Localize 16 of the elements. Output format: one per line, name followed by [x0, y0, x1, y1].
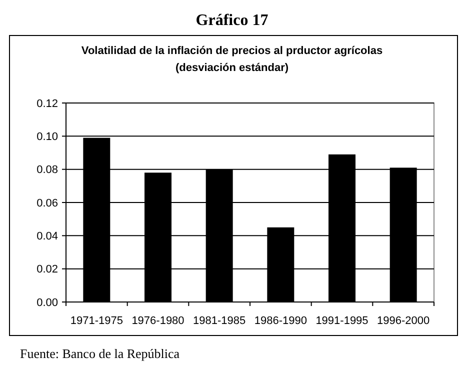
y-tick-label: 0.10	[36, 131, 58, 144]
chart-subtitle: Volatilidad de la inflación de precios al prductor agrícolas (desviación estándar)	[81, 45, 383, 74]
y-tick-label: 0.00	[36, 296, 58, 309]
x-tick-label: 1981-1985	[193, 315, 246, 327]
x-tick-label: 1991-1995	[316, 315, 368, 327]
y-tick-label: 0.08	[36, 164, 58, 176]
y-tick-label: 0.02	[36, 264, 58, 276]
x-tick-label: 1986-1990	[254, 315, 307, 327]
x-tick-label: 1996-2000	[377, 315, 430, 327]
y-tick-label: 0.12	[36, 98, 58, 110]
x-tick-label: 1976-1980	[132, 315, 184, 327]
chart-title: Gráfico 17	[196, 12, 268, 29]
source-note: Fuente: Banco de la República	[20, 346, 180, 361]
y-tick-label: 0.06	[36, 197, 58, 210]
y-tick-label: 0.04	[36, 230, 58, 243]
x-tick-label: 1971-1975	[70, 315, 123, 327]
